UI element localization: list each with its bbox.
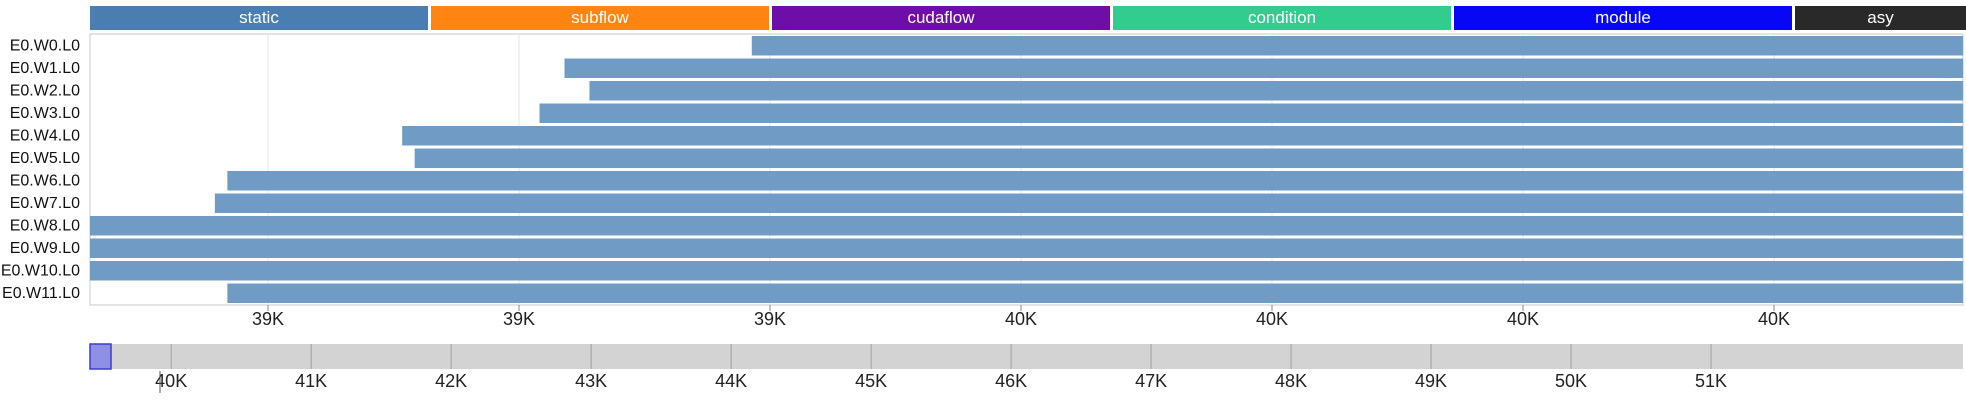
overview-tick-label: 48K <box>1275 371 1307 391</box>
legend-item-subflow[interactable]: subflow <box>431 6 769 30</box>
timeline-bar[interactable] <box>402 126 1964 146</box>
x-tick-label: 40K <box>1256 309 1288 329</box>
overview-tick-label: 50K <box>1555 371 1587 391</box>
timeline-bar[interactable] <box>414 148 1963 169</box>
timeline-bar[interactable] <box>90 261 1963 281</box>
overview-tick-label: 46K <box>995 371 1027 391</box>
x-tick-label: 39K <box>503 309 535 329</box>
legend-item-asy[interactable]: asy <box>1795 6 1966 30</box>
row-label: E0.W2.L0 <box>10 82 80 99</box>
legend-item-condition[interactable]: condition <box>1113 6 1451 30</box>
overview-tick-label: 47K <box>1135 371 1167 391</box>
row-label: E0.W6.L0 <box>10 172 80 189</box>
brush-handle[interactable] <box>89 343 112 370</box>
overview-tick-label: 49K <box>1415 371 1447 391</box>
timeline-bar[interactable] <box>564 58 1963 79</box>
overview-bar[interactable]: 40K 41K 42K 43K 44K 45K 46K 47K 48K 49K 50K 51K <box>89 343 1963 393</box>
x-tick-label: 39K <box>252 309 284 329</box>
overview-track[interactable] <box>90 344 1963 369</box>
overview-tick-label: 42K <box>435 371 467 391</box>
timeline-bar[interactable] <box>589 81 1963 101</box>
x-tick-label: 40K <box>1758 309 1790 329</box>
overview-tick-label: 40K <box>155 371 187 391</box>
timeline-bar[interactable] <box>90 216 1963 236</box>
row-label: E0.W7.L0 <box>10 195 80 212</box>
x-tick-label: 39K <box>754 309 786 329</box>
timeline-bar[interactable] <box>539 103 1963 124</box>
row-label: E0.W10.L0 <box>1 262 80 279</box>
legend-item-cudaflow[interactable]: cudaflow <box>772 6 1110 30</box>
row-label: E0.W3.L0 <box>10 105 80 122</box>
legend-item-static[interactable]: static <box>90 6 428 30</box>
x-tick-label: 40K <box>1005 309 1037 329</box>
row-label: E0.W5.L0 <box>10 150 80 167</box>
overview-tick-label: 45K <box>855 371 887 391</box>
row-label: E0.W4.L0 <box>10 127 80 144</box>
plot-frame <box>89 33 1964 306</box>
legend-item-module[interactable]: module <box>1454 6 1792 30</box>
x-tick-label: 40K <box>1507 309 1539 329</box>
overview-tick-label: 43K <box>575 371 607 391</box>
overview-tick-label: 51K <box>1695 371 1727 391</box>
row-label: E0.W9.L0 <box>10 240 80 257</box>
overview-tick-label: 44K <box>715 371 747 391</box>
row-label: E0.W0.L0 <box>10 37 80 54</box>
timeline-bar[interactable] <box>227 171 1964 191</box>
overview-tick-label: 41K <box>295 371 327 391</box>
row-label: E0.W1.L0 <box>10 60 80 77</box>
row-label: E0.W11.L0 <box>2 285 80 302</box>
timeline-bar[interactable] <box>751 36 1963 56</box>
timeline-bar[interactable] <box>214 193 1963 214</box>
timeline-bar[interactable] <box>90 238 1963 259</box>
row-label: E0.W8.L0 <box>10 217 80 234</box>
timeline-bar[interactable] <box>227 283 1964 304</box>
category-legend: static subflow cudaflow condition module asy <box>0 0 1966 32</box>
plot-area: 39K 39K 39K 40K 40K 40K 40K E0.W0.L0 E0.W1.L0 E0.… <box>1 33 1964 329</box>
